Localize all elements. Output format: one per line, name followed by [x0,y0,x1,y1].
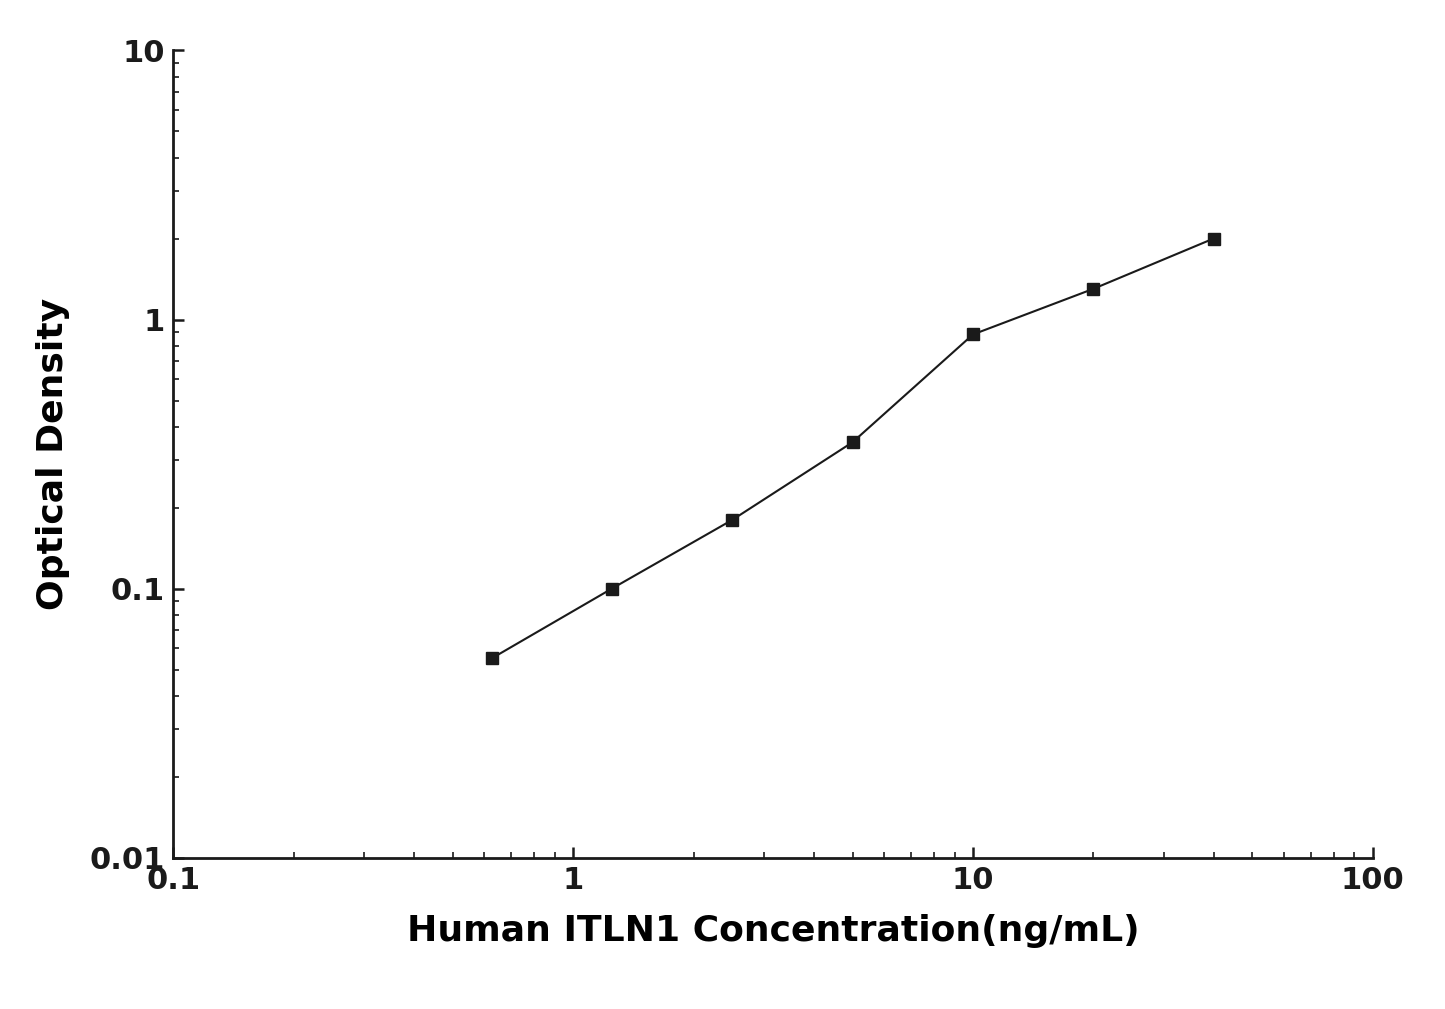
X-axis label: Human ITLN1 Concentration(ng/mL): Human ITLN1 Concentration(ng/mL) [406,914,1140,948]
Y-axis label: Optical Density: Optical Density [36,298,71,610]
